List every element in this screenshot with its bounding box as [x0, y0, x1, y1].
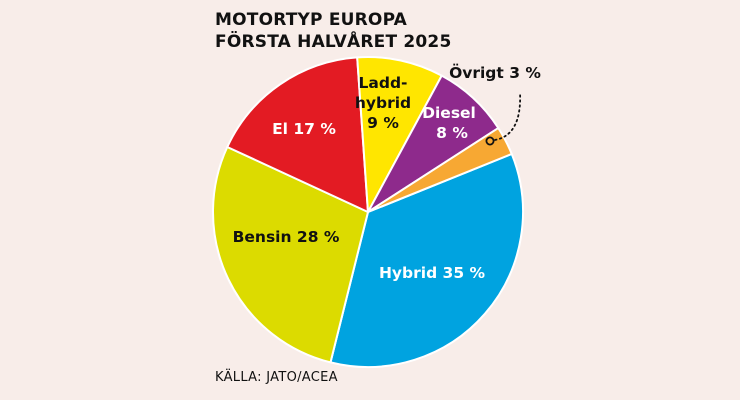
ovrigt-leader-line: [494, 91, 521, 141]
ovrigt-leader-dot: [485, 136, 495, 146]
label-diesel-line2: 8 %: [436, 124, 468, 142]
source-note: KÄLLA: JATO/ACEA: [215, 370, 338, 385]
label-laddhybrid-line1: Ladd-: [359, 74, 408, 92]
pie-slice--vrigt: [367, 127, 513, 213]
pie-slice-laddhybrid: [356, 56, 443, 213]
label-hybrid: Hybrid 35 %: [379, 264, 486, 282]
label-bensin: Bensin 28 %: [233, 228, 340, 246]
title-line-2: FÖRSTA HALVÅRET 2025: [215, 32, 452, 52]
pie-slice-hybrid: [329, 152, 524, 368]
title-line-1: MOTORTYP EUROPA: [215, 10, 408, 30]
label-laddhybrid-line2: hybrid: [355, 94, 411, 112]
pie-slice-el: [226, 56, 369, 213]
pie-slice-bensin: [212, 145, 369, 364]
label-laddhybrid-line3: 9 %: [367, 114, 399, 132]
chart-title: MOTORTYP EUROPA FÖRSTA HALVÅRET 2025: [215, 9, 451, 53]
label-ovrigt: Övrigt 3 %: [449, 63, 541, 82]
label-el: El 17 %: [272, 120, 336, 138]
label-diesel-line1: Diesel: [422, 104, 476, 122]
